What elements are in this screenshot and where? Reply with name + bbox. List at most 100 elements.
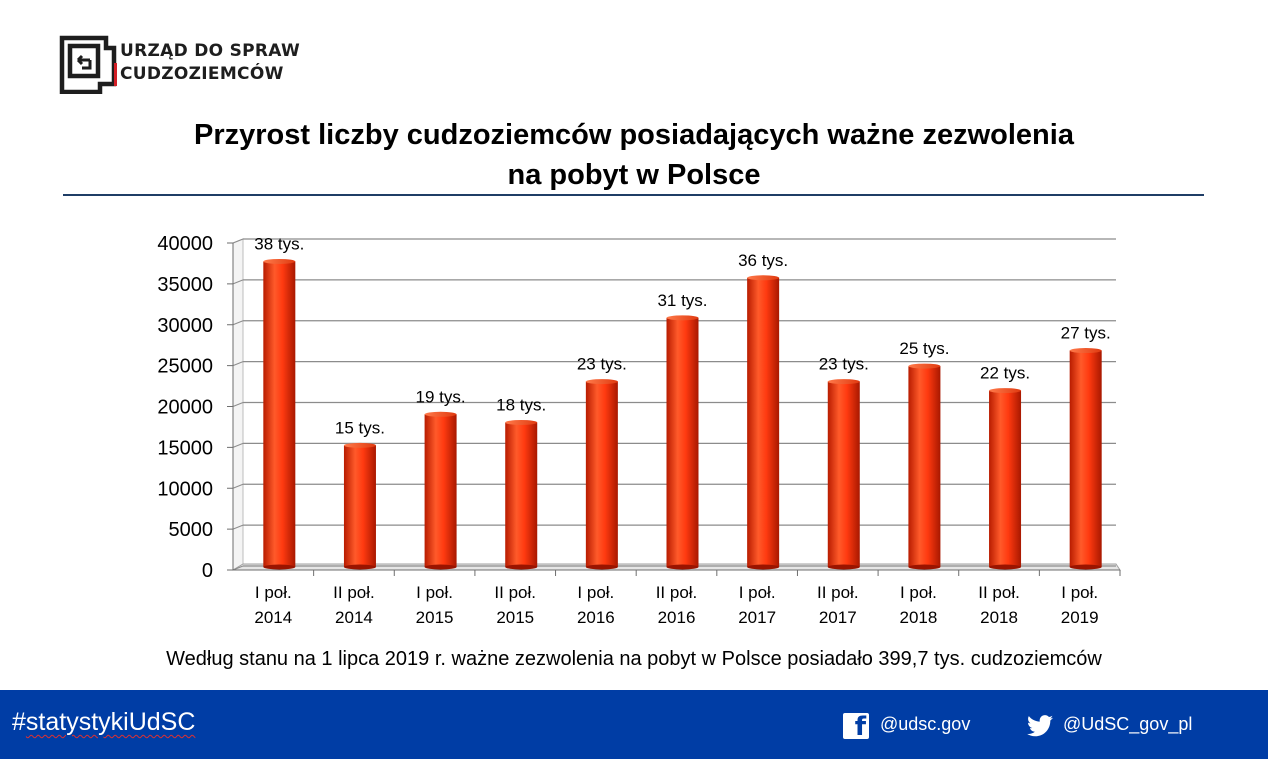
chart-title-line1: Przyrost liczby cudzoziemców posiadający… [194, 119, 1074, 151]
bar [747, 277, 780, 567]
x-tick-label-year: 2017 [738, 608, 776, 627]
bar-base [666, 564, 699, 570]
bar-cap [585, 379, 618, 385]
bar [424, 414, 457, 567]
data-label: 19 tys. [416, 387, 466, 406]
x-tick-label-year: 2014 [254, 608, 292, 627]
bar [585, 381, 618, 567]
facebook-handle[interactable]: @udsc.gov [880, 714, 971, 734]
x-tick-label: I poł. [1061, 583, 1098, 602]
bar-cap [747, 275, 780, 281]
bar-base [989, 564, 1022, 570]
bar-base [505, 564, 538, 570]
data-label: 31 tys. [657, 291, 707, 310]
bar [989, 390, 1022, 567]
bar [666, 317, 699, 567]
bar-base [908, 564, 941, 570]
bar [1069, 350, 1102, 567]
x-tick-label-year: 2019 [1061, 608, 1099, 627]
y-tick-label: 35000 [157, 274, 213, 296]
x-tick-label: II poł. [656, 583, 698, 602]
x-tick-label-year: 2018 [980, 608, 1018, 627]
data-label: 23 tys. [577, 355, 627, 374]
bar-base [585, 564, 618, 570]
data-label: 38 tys. [254, 234, 304, 253]
x-tick-label: II poł. [333, 583, 375, 602]
x-tick-label: I poł. [416, 583, 453, 602]
y-tick-label: 40000 [157, 233, 213, 255]
org-name: URZĄD DO SPRAW CUDZOZIEMCÓW [114, 40, 301, 86]
org-name-line1: URZĄD DO SPRAW [120, 41, 301, 61]
hashtag-text: statystykiUdSC [25, 708, 196, 736]
bar-cap [424, 411, 457, 417]
bar-base [424, 564, 457, 570]
data-label: 18 tys. [496, 395, 546, 414]
bar [827, 381, 860, 567]
x-tick-label: II poł. [817, 583, 859, 602]
x-tick-label: I poł. [739, 583, 776, 602]
y-gridline-depth [232, 238, 244, 244]
y-tick-label: 20000 [157, 397, 213, 419]
data-label: 15 tys. [335, 418, 385, 437]
x-tick-label-year: 2014 [335, 608, 373, 627]
hashtag-prefix: # [12, 708, 26, 736]
org-name-line2: CUDZOZIEMCÓW [114, 63, 300, 86]
bar-cap [827, 379, 860, 385]
bar-base [263, 564, 296, 570]
y-tick-label: 30000 [157, 315, 213, 337]
data-label: 22 tys. [980, 364, 1030, 383]
bar-chart: 0 5000 10000 15000 20000 25000 30000 35000 40000… [157, 233, 1121, 627]
data-label: 23 tys. [819, 355, 869, 374]
x-tick-label-year: 2015 [496, 608, 534, 627]
y-gridline-depth [232, 279, 244, 285]
bar-cap [505, 419, 538, 425]
y-gridline-depth [232, 442, 244, 448]
x-tick-label-year: 2018 [899, 608, 937, 627]
x-tick-label: I poł. [577, 583, 614, 602]
title-divider [63, 194, 1204, 196]
y-tick-label: 0 [202, 560, 213, 582]
x-tick-label-year: 2016 [658, 608, 696, 627]
y-gridline-depth [232, 361, 244, 367]
bar-base [343, 564, 376, 570]
bar [908, 366, 941, 567]
bar [263, 261, 296, 567]
y-gridline-depth [232, 483, 244, 489]
y-tick-label: 5000 [169, 519, 214, 541]
bar-base [1069, 564, 1102, 570]
hashtag[interactable]: #statystykiUdSC [12, 708, 195, 737]
facebook-icon[interactable]: f [843, 712, 869, 742]
twitter-icon[interactable] [1027, 715, 1053, 737]
x-tick-label: II poł. [978, 583, 1020, 602]
chart-title-line2: na pobyt w Polsce [507, 159, 761, 191]
chart-title: Przyrost liczby cudzoziemców posiadający… [0, 115, 1268, 195]
data-label: 25 tys. [899, 339, 949, 358]
x-tick-label: II poł. [494, 583, 536, 602]
bar-cap [666, 315, 699, 321]
footer-bar: #statystykiUdSC f @udsc.gov @UdSC_gov_pl [0, 690, 1268, 759]
x-tick-label-year: 2015 [416, 608, 454, 627]
y-tick-label: 25000 [157, 356, 213, 378]
bar [505, 422, 538, 567]
bar-cap [989, 388, 1022, 394]
y-tick-label: 15000 [157, 437, 213, 459]
x-tick-label: I poł. [255, 583, 292, 602]
x-tick-label-year: 2017 [819, 608, 857, 627]
bar-cap [343, 442, 376, 448]
y-gridline-depth [232, 524, 244, 530]
data-label: 27 tys. [1061, 324, 1111, 343]
bar-base [747, 564, 780, 570]
bar [343, 445, 376, 567]
x-tick-label-year: 2016 [577, 608, 615, 627]
bar-cap [1069, 348, 1102, 354]
y-gridline-depth [232, 320, 244, 326]
y-gridline-depth [232, 565, 244, 571]
y-gridline-depth [232, 402, 244, 407]
data-label: 36 tys. [738, 251, 788, 270]
twitter-handle[interactable]: @UdSC_gov_pl [1063, 714, 1193, 734]
x-tick-label: I poł. [900, 583, 937, 602]
y-tick-label: 10000 [157, 478, 213, 500]
summary-note: Według stanu na 1 lipca 2019 r. ważne ze… [166, 648, 1102, 670]
bar-cap [263, 258, 296, 264]
bar-base [827, 564, 860, 570]
